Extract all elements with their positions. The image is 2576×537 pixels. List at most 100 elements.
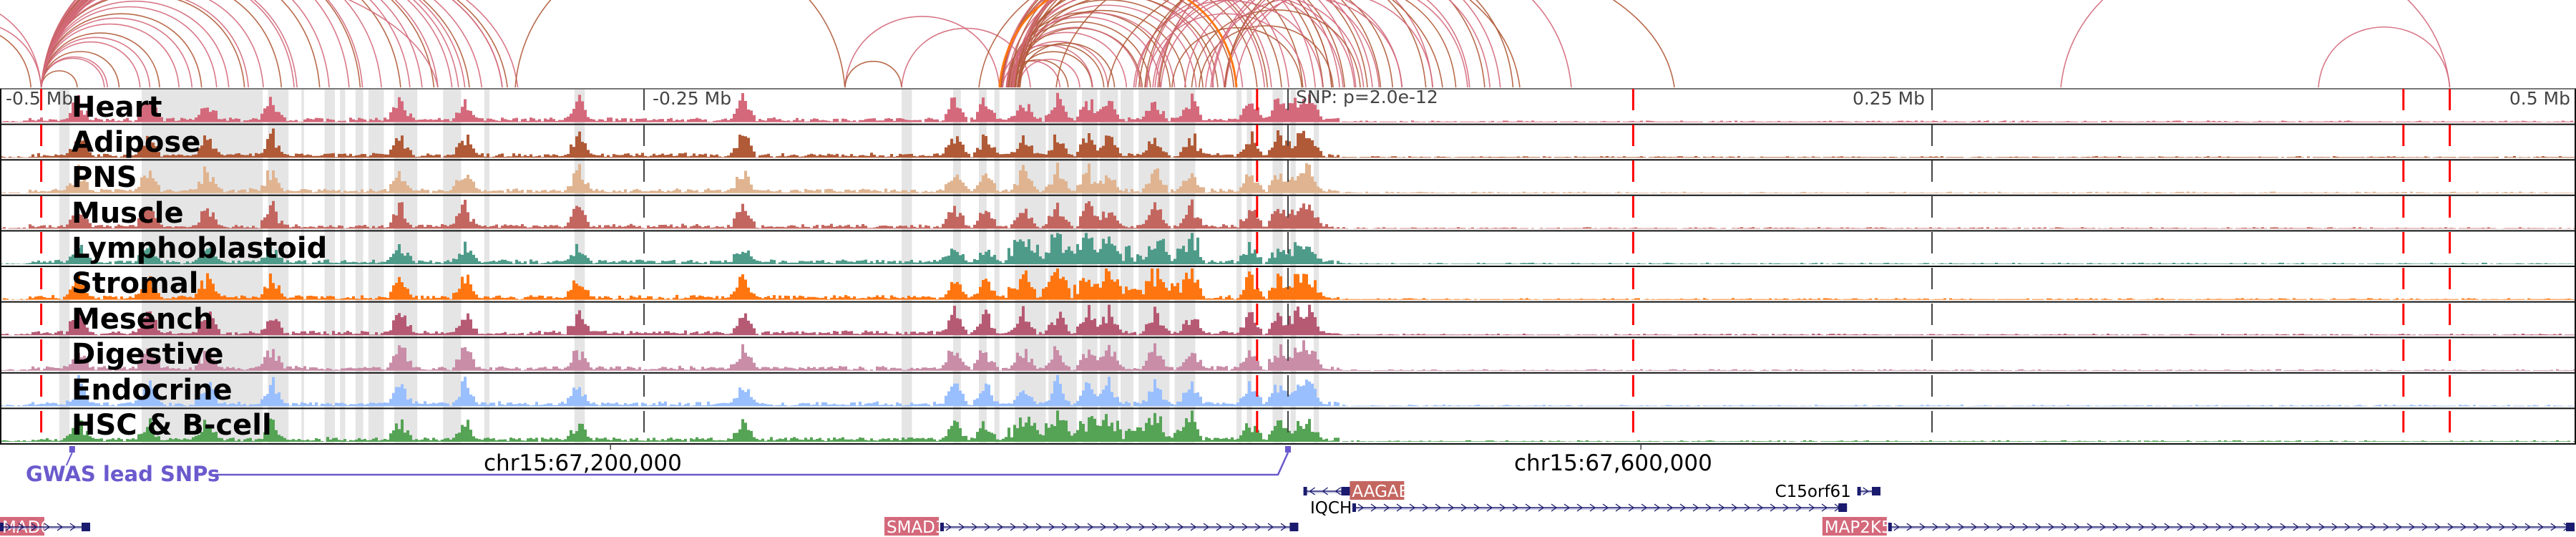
loop-arc bbox=[1160, 0, 1365, 88]
strand-chevron bbox=[1113, 523, 1120, 531]
strand-chevron bbox=[945, 523, 952, 531]
strand-chevron bbox=[1499, 503, 1506, 512]
strand-chevron bbox=[1679, 503, 1687, 512]
loop-arc bbox=[1011, 0, 1357, 88]
gwas-leader-line bbox=[215, 452, 1289, 476]
strand-chevron bbox=[1190, 523, 1197, 531]
chromatin-loop-arcs bbox=[0, 0, 2451, 88]
strand-chevron bbox=[1151, 523, 1158, 531]
loop-arc bbox=[40, 0, 439, 88]
strand-chevron bbox=[1087, 523, 1094, 531]
strand-chevron bbox=[1074, 523, 1081, 531]
strand-chevron bbox=[1370, 503, 1377, 512]
strand-chevron bbox=[2035, 523, 2041, 531]
gene-label: C15orf61 bbox=[1775, 483, 1851, 501]
track-label-hsc-bcell: HSC & B-cell bbox=[72, 409, 272, 442]
signal-area bbox=[0, 163, 2576, 193]
strand-chevron bbox=[2125, 523, 2132, 531]
loop-arc bbox=[1008, 0, 1304, 88]
loop-arc bbox=[1205, 0, 1403, 88]
loop-arc bbox=[844, 16, 1000, 88]
strand-chevron bbox=[2241, 523, 2248, 531]
exon bbox=[2566, 523, 2575, 531]
strand-chevron bbox=[971, 523, 978, 531]
strand-chevron bbox=[1138, 523, 1146, 531]
gene-label-box bbox=[1822, 517, 1887, 536]
track-label-stromal: Stromal bbox=[72, 267, 199, 300]
strand-chevron bbox=[2177, 523, 2183, 531]
signal-track bbox=[0, 410, 2576, 445]
gene: MAD6 bbox=[0, 517, 90, 537]
strand-chevron bbox=[1460, 503, 1468, 512]
ruler-tick-label: -0.5 Mb bbox=[6, 88, 73, 109]
strand-chevron bbox=[1538, 503, 1545, 512]
signal-area bbox=[0, 233, 2576, 264]
loop-arc bbox=[40, 0, 364, 88]
strand-chevron bbox=[1782, 503, 1790, 512]
strand-chevron bbox=[2087, 523, 2093, 531]
strand-chevron bbox=[1958, 523, 1964, 531]
loop-arc bbox=[1138, 0, 1394, 88]
position-markers bbox=[40, 89, 2451, 450]
gwas-track: GWAS lead SNPs bbox=[26, 446, 1291, 486]
strand-chevron bbox=[2473, 523, 2479, 531]
gwas-leader-line bbox=[65, 452, 73, 466]
strand-chevron bbox=[1267, 523, 1274, 531]
strand-chevron bbox=[2254, 523, 2260, 531]
exon bbox=[1857, 487, 1861, 495]
strand-chevron bbox=[1126, 523, 1133, 531]
gene: SMAD3 bbox=[884, 517, 1299, 537]
strand-chevron bbox=[2550, 523, 2557, 531]
signal-area bbox=[0, 374, 2576, 407]
exon bbox=[1872, 487, 1880, 495]
loop-arc bbox=[1235, 0, 1468, 88]
strand-chevron bbox=[1435, 503, 1442, 512]
exon bbox=[1341, 487, 1350, 495]
track-label-heart: Heart bbox=[72, 91, 162, 124]
loop-arc bbox=[1145, 13, 1307, 88]
strand-chevron bbox=[1035, 523, 1043, 531]
strand-chevron bbox=[2486, 523, 2492, 531]
strand-chevron bbox=[1893, 523, 1900, 531]
strand-chevron bbox=[1731, 503, 1738, 512]
strand-chevron bbox=[1576, 503, 1584, 512]
strand-chevron bbox=[2074, 523, 2080, 531]
gene: AAGAB bbox=[1303, 481, 1410, 501]
loop-arc bbox=[0, 34, 31, 88]
loop-arc bbox=[1019, 0, 1282, 88]
loop-arc bbox=[1198, 25, 1334, 88]
strand-chevron bbox=[2318, 523, 2325, 531]
track-label-digestive: Digestive bbox=[72, 338, 224, 371]
strand-chevron bbox=[1280, 523, 1287, 531]
signal-track bbox=[0, 163, 2576, 196]
loop-arc bbox=[1146, 0, 1433, 88]
strand-chevron bbox=[1322, 487, 1328, 495]
gwas-snp-marker bbox=[69, 446, 75, 453]
strand-chevron bbox=[69, 523, 77, 531]
strand-chevron bbox=[1563, 503, 1571, 512]
signal-area bbox=[0, 410, 2576, 442]
strand-chevron bbox=[1448, 503, 1455, 512]
strand-chevron bbox=[1757, 503, 1764, 512]
strand-chevron bbox=[1010, 523, 1017, 531]
loop-arc bbox=[347, 0, 439, 88]
loop-arc bbox=[1171, 26, 1303, 88]
strand-chevron bbox=[1705, 503, 1712, 512]
strand-chevron bbox=[984, 523, 991, 531]
strand-chevron bbox=[2499, 523, 2505, 531]
strand-chevron bbox=[1589, 503, 1596, 512]
strand-chevron bbox=[2537, 523, 2544, 531]
strand-chevron bbox=[2202, 523, 2209, 531]
loop-arc bbox=[1224, 0, 1457, 88]
strand-chevron bbox=[1984, 523, 1990, 531]
strand-chevron bbox=[1383, 503, 1390, 512]
gene-label: SMAD3 bbox=[887, 518, 946, 537]
strand-chevron bbox=[997, 523, 1004, 531]
track-label-mesench: Mesench bbox=[72, 303, 214, 336]
gene-label: MAP2K5 bbox=[1825, 518, 1892, 537]
loop-arc bbox=[2318, 26, 2451, 88]
loop-arc bbox=[1157, 0, 1501, 88]
track-label-muscle: Muscle bbox=[72, 197, 184, 230]
loop-arc bbox=[1014, 0, 1368, 88]
